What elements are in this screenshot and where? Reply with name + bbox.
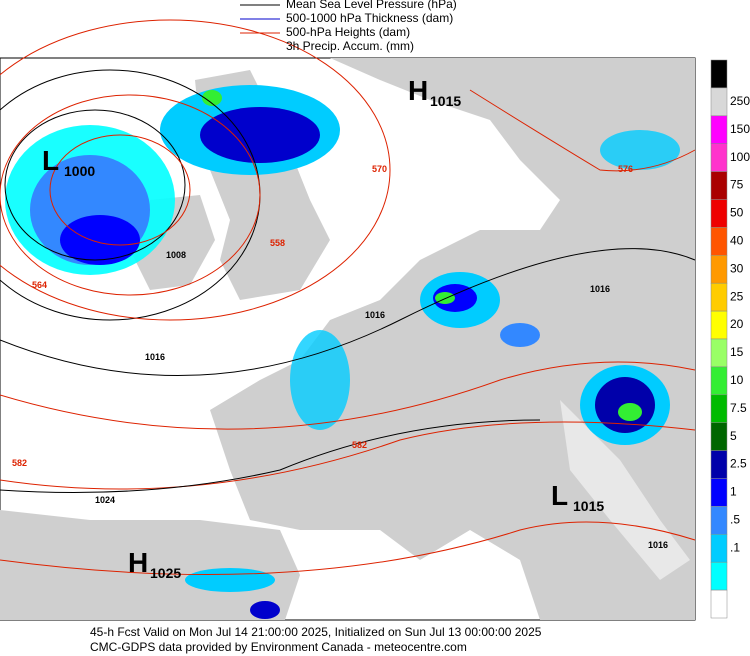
- center-letter: L: [42, 145, 59, 176]
- colorbar-swatch: [710, 310, 728, 340]
- colorbar-label: 50: [730, 206, 744, 220]
- height-contour: [469, 89, 696, 172]
- height-contour: [0, 361, 696, 430]
- precip-area: [200, 107, 320, 163]
- colorbar-swatch: [710, 422, 728, 451]
- colorbar-swatch: [710, 450, 728, 479]
- height-contour: [0, 94, 261, 296]
- land-continent: [210, 58, 695, 620]
- isobar: [0, 248, 696, 377]
- land-italy: [560, 400, 690, 580]
- contour-label: 1024: [95, 495, 115, 505]
- contour-labels: 570 558 1008 564 1016 1016 1016 582 576 582 1024 10…: [12, 164, 668, 550]
- height-contour: [0, 19, 391, 321]
- land-iberia: [0, 510, 300, 620]
- legend-label: 500-hPa Heights (dam): [286, 25, 410, 39]
- legend: Mean Sea Level Pressure (hPa)500-1000 hP…: [240, 0, 457, 53]
- colorbar-swatch: [710, 227, 728, 256]
- contours: [0, 19, 696, 576]
- colorbar-label: 1: [730, 485, 737, 499]
- contour-label: 1016: [145, 352, 165, 362]
- center-value: 1025: [150, 565, 181, 581]
- colorbar-swatch: [710, 478, 728, 507]
- footer: 45-h Fcst Valid on Mon Jul 14 21:00:00 2…: [90, 625, 542, 654]
- colorbar-label: .1: [730, 540, 740, 554]
- contour-label: 558: [270, 238, 285, 248]
- precip-area: [618, 403, 642, 421]
- center-value: 1015: [573, 498, 604, 514]
- contour-label: 1016: [365, 310, 385, 320]
- footer-line: CMC-GDPS data provided by Environment Ca…: [90, 640, 467, 654]
- center-letter: H: [408, 75, 428, 106]
- colorbar-label: 20: [730, 317, 744, 331]
- colorbar-label: 150: [730, 122, 750, 136]
- colorbar-swatch: [710, 199, 728, 228]
- contour-label: 564: [32, 280, 47, 290]
- colorbar-swatch: [710, 59, 728, 89]
- legend-label: Mean Sea Level Pressure (hPa): [286, 0, 457, 11]
- colorbar-swatch: [710, 506, 728, 535]
- colorbar-label: .5: [730, 513, 740, 527]
- colorbar-label: 100: [730, 150, 750, 164]
- height-contour: [49, 134, 191, 246]
- colorbar-label: 7.5: [730, 401, 747, 415]
- precip-area: [60, 215, 140, 265]
- precip-area: [290, 330, 350, 430]
- isobar: [4, 109, 186, 261]
- contour-label: 1008: [166, 250, 186, 260]
- colorbar-swatch: [710, 143, 728, 172]
- colorbar-swatch: [710, 255, 728, 284]
- colorbar-swatch: [710, 366, 728, 396]
- precip-area: [600, 130, 680, 170]
- colorbar-swatch: [710, 589, 728, 619]
- colorbar-swatch: [710, 171, 728, 200]
- legend-label: 3h Precip. Accum. (mm): [286, 39, 414, 53]
- precip-area: [500, 323, 540, 347]
- contour-label: 582: [12, 458, 27, 468]
- colorbar-label: 5: [730, 429, 737, 443]
- isobar: [0, 419, 541, 493]
- center-letter: H: [128, 547, 148, 578]
- precip: [5, 85, 680, 619]
- footer-line: 45-h Fcst Valid on Mon Jul 14 21:00:00 2…: [90, 625, 542, 639]
- colorbar: 250 150 100 75 50 40 30 25 20 15 10 7.5 5 2.5 1 .5 .1: [710, 59, 750, 619]
- colorbar-swatch: [710, 394, 728, 423]
- contour-label: 570: [372, 164, 387, 174]
- contour-label: 1016: [648, 540, 668, 550]
- colorbar-swatch: [710, 282, 728, 312]
- legend-label: 500-1000 hPa Thickness (dam): [286, 11, 453, 25]
- colorbar-label: 40: [730, 234, 744, 248]
- colorbar-swatch: [710, 534, 728, 563]
- colorbar-swatch: [710, 338, 728, 368]
- center-value: 1000: [64, 163, 95, 179]
- precip-area: [202, 90, 222, 106]
- contour-label: 576: [618, 164, 633, 174]
- colorbar-label: 2.5: [730, 457, 747, 471]
- center-value: 1015: [430, 93, 461, 109]
- colorbar-swatch: [710, 115, 728, 144]
- colorbar-swatch: [710, 561, 728, 591]
- height-contour: [0, 421, 696, 490]
- height-contour: [0, 521, 696, 576]
- precip-area: [185, 568, 275, 592]
- colorbar-label: 10: [730, 373, 744, 387]
- precip-area: [250, 601, 280, 619]
- center-letter: L: [551, 480, 568, 511]
- colorbar-label: 75: [730, 178, 744, 192]
- colorbar-label: 15: [730, 345, 744, 359]
- colorbar-label: 25: [730, 289, 744, 303]
- colorbar-label: 30: [730, 261, 744, 275]
- colorbar-swatch: [710, 87, 728, 117]
- colorbar-label: 250: [730, 94, 750, 108]
- contour-label: 582: [352, 440, 367, 450]
- contour-label: 1016: [590, 284, 610, 294]
